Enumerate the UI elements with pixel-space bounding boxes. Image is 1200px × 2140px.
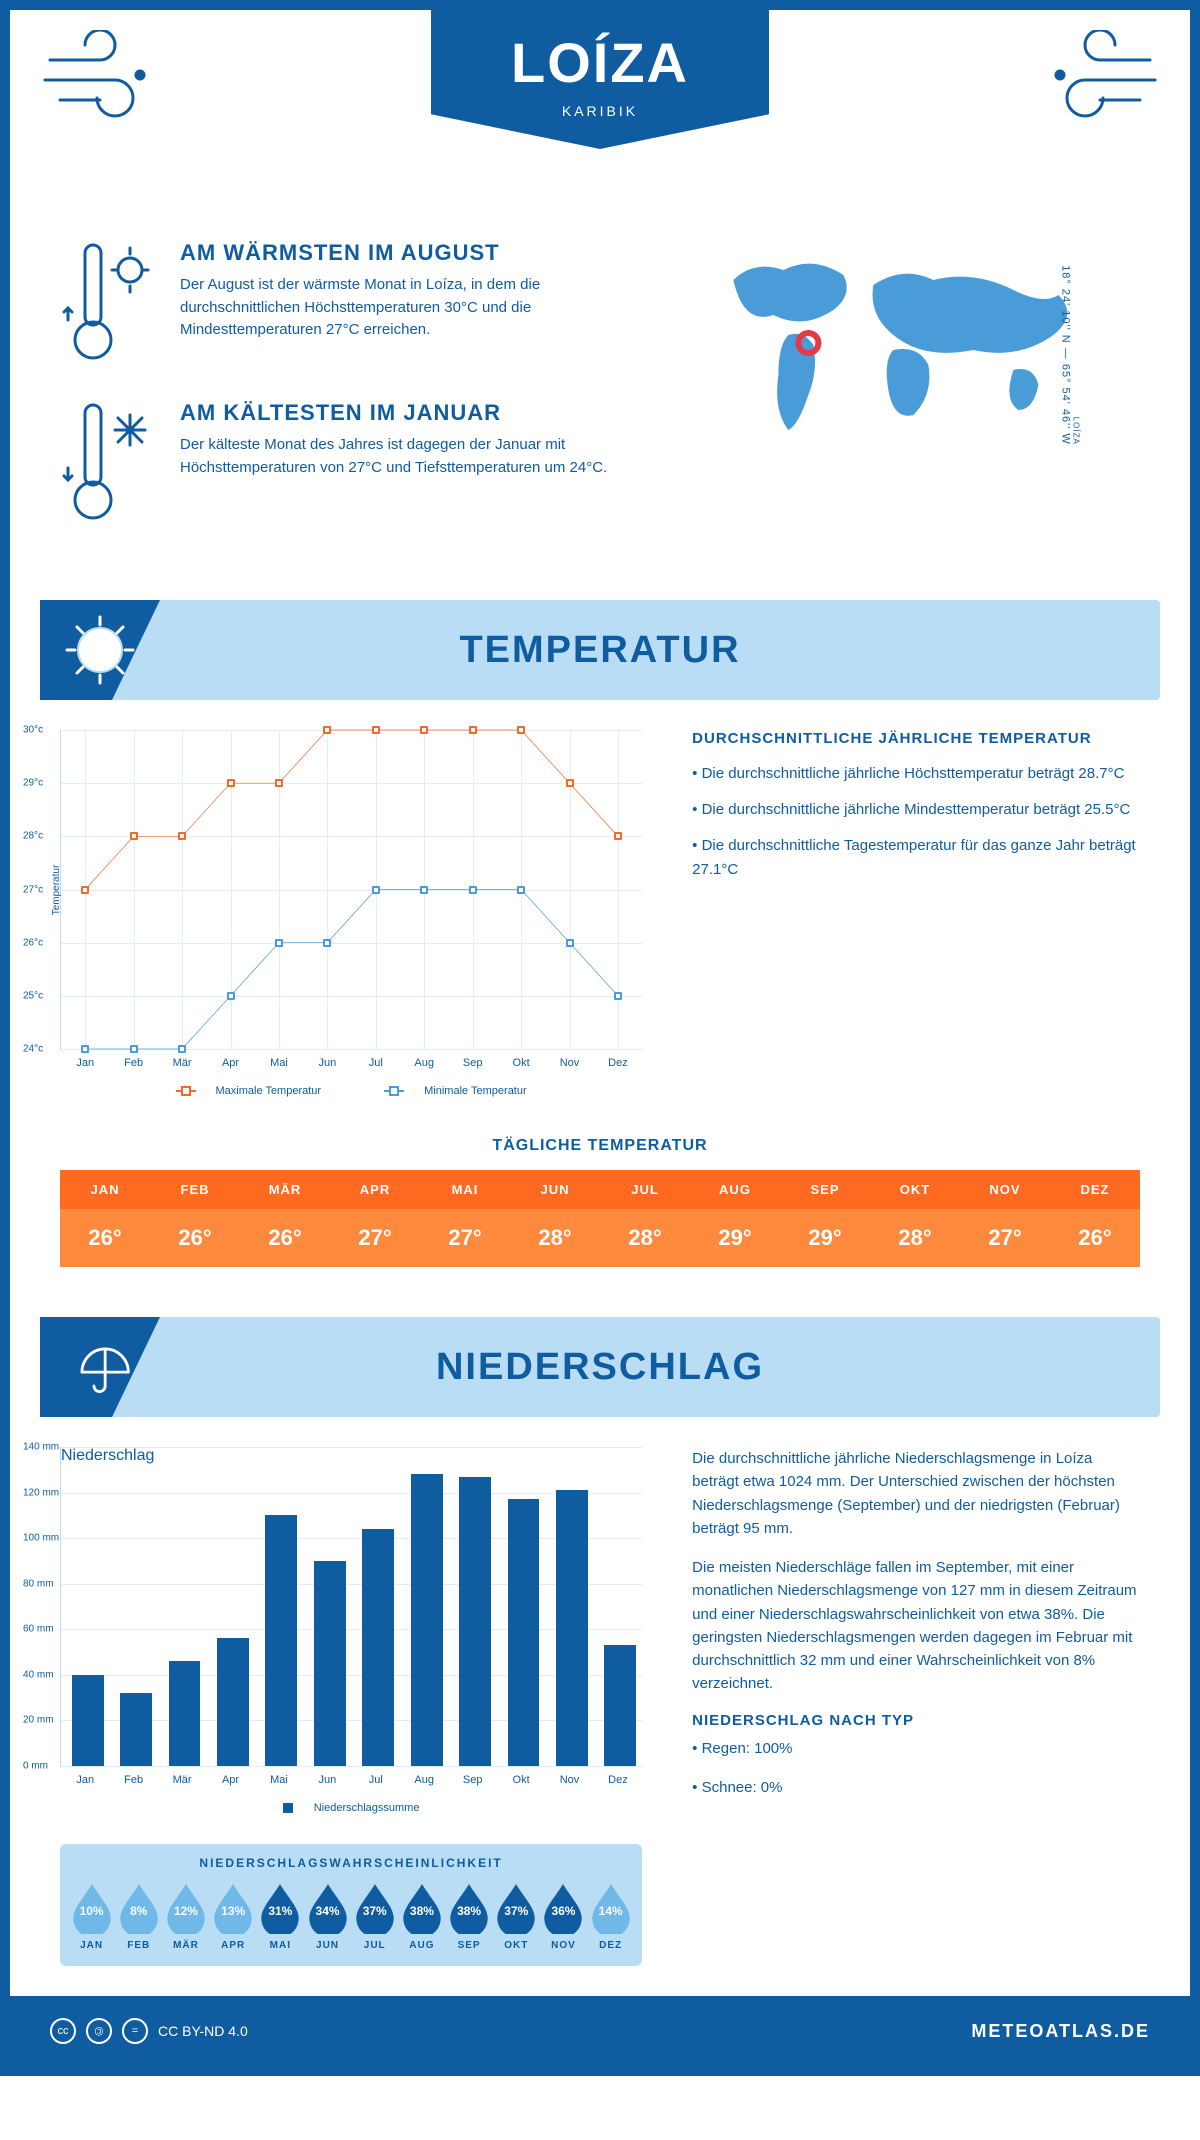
header: LOÍZA KARIBIK xyxy=(10,10,1190,210)
fact-hot-text: Der August ist der wärmste Monat in Loíz… xyxy=(180,274,627,342)
section-title-precip: NIEDERSCHLAG xyxy=(436,1346,764,1389)
precip-probability-box: NIEDERSCHLAGSWAHRSCHEINLICHKEIT 10%JAN8%… xyxy=(60,1844,642,1966)
temp-info: DURCHSCHNITTLICHE JÄHRLICHE TEMPERATUR •… xyxy=(692,730,1140,1097)
temp-chart-legend: Maximale Temperatur Minimale Temperatur xyxy=(60,1085,642,1097)
page-subtitle: KARIBIK xyxy=(511,103,689,119)
section-title-temp: TEMPERATUR xyxy=(459,629,740,672)
precip-bar-chart: Niederschlag 0 mm20 mm40 mm60 mm80 mm100… xyxy=(60,1447,642,1767)
brand: METEOATLAS.DE xyxy=(971,2021,1150,2042)
license: cc 🄯 = CC BY-ND 4.0 xyxy=(50,2018,248,2044)
section-header-precip: NIEDERSCHLAG xyxy=(40,1317,1160,1417)
fact-cold-heading: AM KÄLTESTEN IM JANUAR xyxy=(180,400,627,426)
daily-temp-title: TÄGLICHE TEMPERATUR xyxy=(60,1137,1140,1155)
wind-icon xyxy=(1020,30,1160,130)
precip-text: Die durchschnittliche jährliche Niedersc… xyxy=(692,1447,1140,1966)
wind-icon xyxy=(40,30,180,130)
fact-hot-heading: AM WÄRMSTEN IM AUGUST xyxy=(180,240,627,266)
world-map: LOÍZA 18° 24' 10'' N — 65° 54' 46'' W xyxy=(667,240,1140,470)
page-title: LOÍZA xyxy=(511,30,689,95)
thermometer-cold-icon xyxy=(60,400,160,530)
daily-temp-table: JANFEBMÄRAPRMAIJUNJULAUGSEPOKTNOVDEZ26°2… xyxy=(60,1170,1140,1267)
sun-icon xyxy=(40,600,160,700)
fact-cold: AM KÄLTESTEN IM JANUAR Der kälteste Mona… xyxy=(60,400,627,530)
temperature-line-chart: Temperatur 24°c25°c26°c27°c28°c29°c30°cJ… xyxy=(60,730,642,1050)
fact-hot: AM WÄRMSTEN IM AUGUST Der August ist der… xyxy=(60,240,627,370)
fact-cold-text: Der kälteste Monat des Jahres ist dagege… xyxy=(180,434,627,479)
umbrella-icon xyxy=(40,1317,160,1417)
cc-icon: cc xyxy=(50,2018,76,2044)
precip-chart-legend: Niederschlagssumme xyxy=(60,1802,642,1814)
by-icon: 🄯 xyxy=(86,2018,112,2044)
title-banner: LOÍZA KARIBIK xyxy=(431,10,769,149)
nd-icon: = xyxy=(122,2018,148,2044)
footer: cc 🄯 = CC BY-ND 4.0 METEOATLAS.DE xyxy=(10,1996,1190,2066)
coordinates: LOÍZA 18° 24' 10'' N — 65° 54' 46'' W xyxy=(1060,265,1081,445)
thermometer-hot-icon xyxy=(60,240,160,370)
section-header-temp: TEMPERATUR xyxy=(40,600,1160,700)
